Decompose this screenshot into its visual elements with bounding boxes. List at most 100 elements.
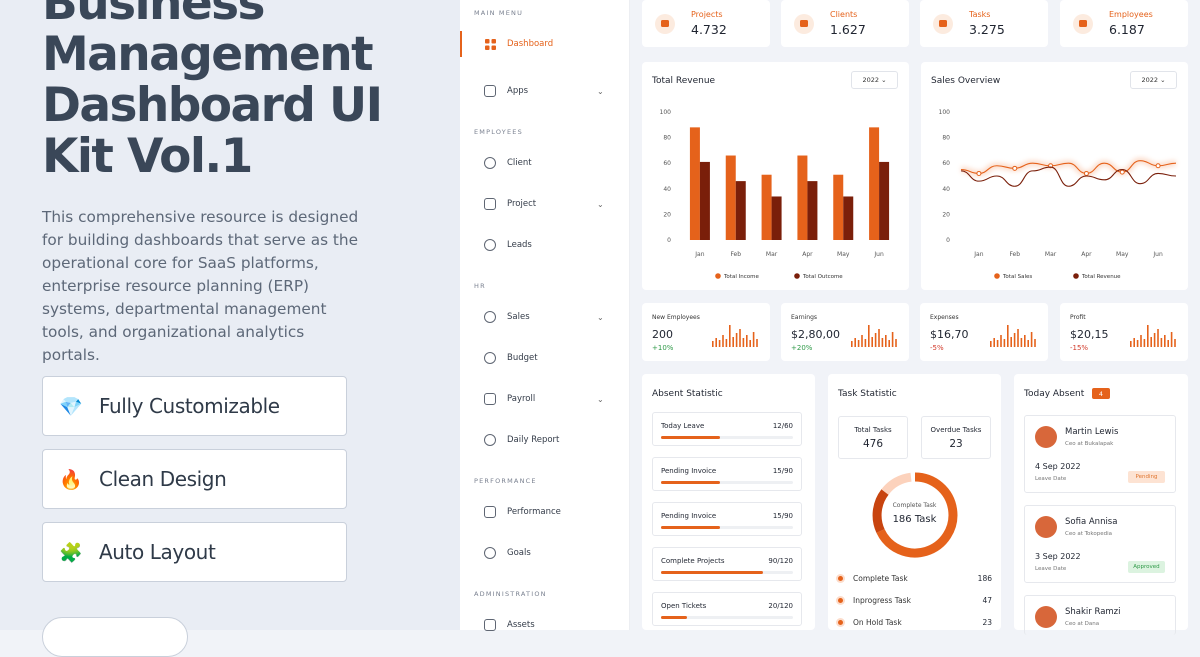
line-total-sales: [960, 160, 1177, 174]
spark-bar: [1160, 338, 1163, 347]
spark-bar: [871, 337, 873, 347]
x-tick-label: Apr: [1081, 251, 1092, 258]
spark-bar: [1020, 338, 1023, 347]
cta-button[interactable]: [42, 617, 188, 657]
sidebar-item-apps[interactable]: Apps ⌄: [460, 78, 629, 104]
stat-value: 1.627: [830, 22, 866, 37]
avatar: [1035, 606, 1057, 628]
spark-bar: [732, 337, 734, 347]
sidebar-item-goals[interactable]: Goals: [460, 540, 629, 566]
total-tasks-value: 476: [862, 438, 884, 450]
sidebar-item-sales[interactable]: Sales ⌄: [460, 304, 629, 330]
sidebar-item-performance[interactable]: Performance: [460, 499, 629, 525]
spark-bar: [1133, 338, 1135, 347]
chevron-down-icon[interactable]: ⌄: [597, 199, 604, 209]
x-tick-label: Feb: [1009, 251, 1020, 258]
bar-total-outcome: [699, 161, 710, 240]
line-total-revenue: [960, 166, 1177, 187]
today-absent-card: Today Absent 4 Martin Lewis Ceo at Bukal…: [1014, 374, 1188, 635]
spark-bar: [888, 340, 890, 347]
spark-bar: [878, 329, 880, 347]
card-title: Absent Statistic: [652, 389, 723, 399]
legend-value: 47: [982, 596, 992, 605]
bar-total-income: [689, 127, 700, 240]
line-point: [1155, 163, 1161, 169]
legend-label: Total Outcome: [802, 274, 843, 280]
cube-icon: [483, 85, 497, 97]
sidebar-item-label: Goals: [507, 548, 531, 558]
donut-segment-onhold: [881, 472, 912, 495]
users-icon: [483, 157, 497, 169]
progress-label: Today Leave: [661, 422, 705, 430]
card-title: Sales Overview: [931, 76, 1001, 86]
absent-statistic-card: Absent Statistic Today Leave 12/60 Pendi…: [642, 374, 815, 630]
spark-bar: [1000, 335, 1002, 347]
spark-bar: [722, 335, 724, 347]
bar-total-outcome: [735, 181, 746, 240]
legend-label: Total Sales: [1002, 274, 1032, 280]
mini-stat-change: +10%: [652, 344, 674, 352]
chevron-down-icon[interactable]: ⌄: [597, 394, 604, 404]
sidebar-item-label: Performance: [507, 507, 561, 517]
sidebar-section-employees: EMPLOYEES: [474, 128, 523, 136]
payroll-icon: [483, 393, 497, 405]
leave-date-label: Leave Date: [1035, 566, 1067, 572]
sidebar-item-payroll[interactable]: Payroll ⌄: [460, 386, 629, 412]
target-icon: [483, 547, 497, 559]
leave-date-label: Leave Date: [1035, 476, 1067, 482]
chevron-down-icon[interactable]: ⌄: [597, 86, 604, 96]
y-tick-label: 40: [942, 186, 950, 193]
team-icon: [1073, 13, 1093, 34]
mini-stat-new-employees: New Employees 200 +10%: [642, 303, 770, 361]
stat-label: Employees: [1109, 10, 1153, 19]
spark-bar: [1150, 337, 1152, 347]
stat-card-tasks: Tasks 3.275: [920, 0, 1048, 47]
year-select[interactable]: 2022 ⌄: [1130, 71, 1177, 89]
gem-icon: 💎: [59, 395, 83, 418]
spark-bar: [742, 338, 745, 347]
progress-fill: [661, 526, 721, 529]
mini-stat-value: $16,70: [930, 328, 969, 341]
bar-total-income: [725, 155, 736, 240]
spark-bar: [1130, 341, 1132, 347]
sidebar-item-label: Budget: [507, 353, 538, 363]
spark-bar: [1170, 332, 1173, 347]
spark-bar: [1017, 329, 1019, 347]
sidebar-item-assets[interactable]: Assets: [460, 612, 629, 638]
spark-bar: [749, 340, 751, 347]
revenue-bar-chart: 100 80 60 40 20 0 Jan Feb Mar Apr May Jun Total Inco…: [660, 109, 890, 280]
sidebar-item-label: Apps: [507, 86, 529, 96]
feature-label: Fully Customizable: [99, 394, 280, 418]
absent-person-card[interactable]: Shakir Ramzi Ceo at Dana: [1024, 595, 1176, 635]
progress-row: Today Leave 12/60: [652, 412, 802, 446]
leave-date: 3 Sep 2022: [1035, 552, 1081, 561]
sparkline-bars: [851, 325, 897, 347]
x-tick-label: Mar: [1045, 251, 1057, 258]
absent-person-card[interactable]: Sofia Annisa Ceo at Tokopedia 3 Sep 2022…: [1024, 505, 1176, 583]
spark-bar: [854, 338, 856, 347]
status-badge: Pending: [1128, 471, 1165, 483]
sidebar-item-leads[interactable]: Leads: [460, 232, 629, 258]
bar-total-outcome: [843, 196, 854, 240]
assets-icon: [483, 619, 497, 631]
bar-total-outcome: [807, 181, 818, 240]
feature-card-clean-design: 🔥 Clean Design: [42, 449, 347, 509]
sidebar-item-budget[interactable]: Budget: [460, 345, 629, 371]
chevron-down-icon[interactable]: ⌄: [597, 312, 604, 322]
year-select[interactable]: 2022 ⌄: [851, 71, 898, 89]
x-tick-label: Apr: [802, 251, 813, 258]
bar-total-outcome: [771, 196, 782, 240]
x-tick-label: May: [1116, 251, 1129, 258]
sidebar-item-project[interactable]: Project ⌄: [460, 191, 629, 217]
sidebar-item-dashboard[interactable]: Dashboard: [460, 31, 629, 57]
absent-person-card[interactable]: Martin Lewis Ceo at Bukalapak 4 Sep 2022…: [1024, 415, 1176, 493]
sidebar-item-label: Client: [507, 158, 532, 168]
bar-total-income: [797, 155, 808, 240]
sidebar-item-client[interactable]: Client: [460, 150, 629, 176]
legend-label: Total Revenue: [1081, 274, 1121, 280]
donut-center-value: 186 Task: [892, 514, 937, 525]
sales-line-chart: 100 80 60 40 20 0 Jan Feb Mar Apr May Jun Total Sale…: [939, 109, 1177, 280]
progress-label: Pending Invoice: [661, 467, 717, 475]
task-legend-row: On Hold Task 23: [838, 618, 992, 627]
sidebar-item-daily-report[interactable]: Daily Report: [460, 427, 629, 453]
